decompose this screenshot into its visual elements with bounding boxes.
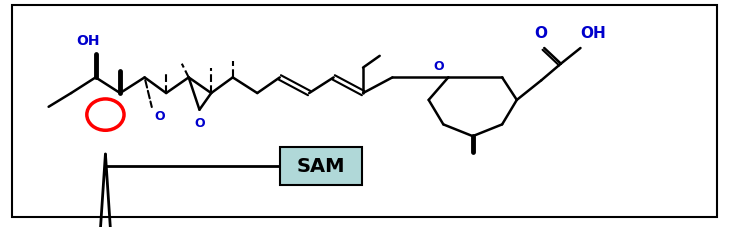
Text: OH: OH [580, 26, 606, 41]
Text: O: O [154, 110, 165, 123]
Text: OH: OH [76, 34, 100, 48]
FancyBboxPatch shape [280, 147, 362, 185]
Text: SAM: SAM [297, 157, 345, 175]
Text: O: O [433, 60, 444, 74]
Text: O: O [534, 26, 547, 41]
Text: O: O [194, 116, 205, 130]
